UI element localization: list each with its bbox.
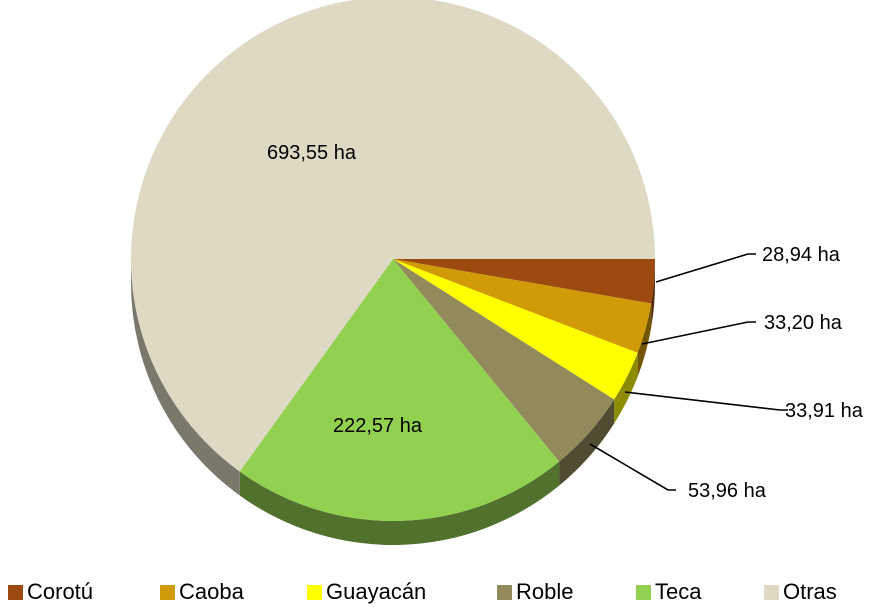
legend-item-guayacan: Guayacán	[307, 578, 426, 606]
data-labels: 28,94 ha 33,20 ha 33,91 ha 53,96 ha 222,57 h…	[267, 142, 864, 502]
legend: Corotú Caoba Guayacán Roble Teca Otras	[0, 578, 889, 606]
legend-label: Guayacán	[326, 579, 427, 604]
leader-line	[641, 321, 756, 345]
pie-slice-teca	[239, 259, 560, 522]
legend-label: Otras	[783, 579, 837, 604]
data-label: 222,57 ha	[333, 415, 423, 437]
data-label: 693,55 ha	[267, 142, 357, 164]
pie-slice-caoba	[393, 259, 652, 353]
legend-swatch	[307, 584, 322, 600]
leader-line	[589, 443, 676, 491]
legend-item-corotu: Corotú	[8, 578, 93, 606]
leader-lines	[589, 253, 788, 491]
legend-swatch	[8, 584, 23, 600]
pie-slice-roble	[393, 259, 615, 462]
legend-label: Caoba	[179, 579, 244, 604]
legend-label: Corotú	[27, 579, 94, 604]
pie-slices	[131, 0, 655, 522]
data-label: 33,91 ha	[785, 400, 864, 422]
pie-side-2	[614, 352, 638, 424]
legend-item-roble: Roble	[497, 578, 573, 606]
leader-line	[624, 391, 788, 411]
pie-side-5	[131, 259, 240, 496]
data-label: 33,20 ha	[764, 312, 843, 334]
legend-swatch	[636, 584, 651, 600]
legend-swatch	[764, 584, 779, 600]
leader-line	[655, 253, 756, 283]
legend-item-otras: Otras	[764, 578, 837, 606]
legend-swatch	[160, 584, 175, 600]
legend-label: Teca	[655, 579, 702, 604]
pie-slice-guayacán	[393, 259, 638, 400]
legend-swatch	[497, 584, 512, 600]
legend-item-teca: Teca	[636, 578, 701, 606]
pie-depth	[131, 259, 655, 545]
legend-item-caoba: Caoba	[160, 578, 244, 606]
data-label: 53,96 ha	[688, 480, 767, 502]
pie-side-4	[239, 461, 560, 545]
pie-side-1	[637, 303, 652, 377]
pie-slice-otras	[131, 0, 655, 472]
legend-label: Roble	[516, 579, 574, 604]
pie-slice-corotú	[393, 259, 655, 304]
data-label: 28,94 ha	[762, 244, 841, 266]
pie-side-0	[651, 259, 655, 328]
pie-side-3	[559, 399, 615, 486]
